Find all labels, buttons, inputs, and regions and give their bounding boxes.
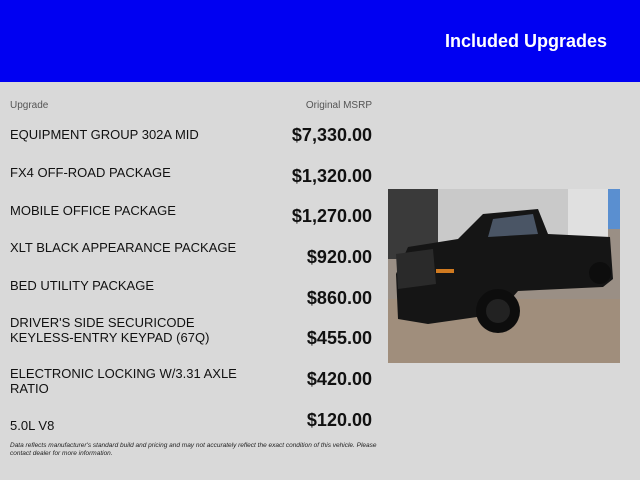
upgrade-price: $1,270.00	[291, 206, 372, 226]
upgrade-name: 5.0L V8	[10, 418, 55, 433]
upgrade-name: MOBILE OFFICE PACKAGE	[10, 203, 176, 218]
upgrade-column-header: Upgrade	[10, 100, 49, 111]
upgrade-name: XLT BLACK APPEARANCE PACKAGE	[10, 240, 237, 255]
vehicle-photo	[388, 189, 620, 363]
upgrade-name: ELECTRONIC LOCKING W/3.31 AXLE RATIO	[10, 366, 237, 396]
upgrade-name: FX4 OFF-ROAD PACKAGE	[10, 165, 171, 180]
upgrade-price: $1,320.00	[291, 166, 372, 186]
upgrade-price: $455.00	[306, 328, 372, 348]
header-banner: Included Upgrades	[0, 0, 640, 82]
upgrade-name: BED UTILITY PACKAGE	[10, 278, 155, 293]
upgrade-price: $120.00	[306, 410, 372, 430]
upgrade-price: $7,330.00	[291, 125, 372, 145]
disclaimer: Data reflects manufacturer's standard bu…	[10, 442, 377, 457]
msrp-column-header: Original MSRP	[305, 100, 372, 111]
upgrade-price: $860.00	[306, 288, 372, 308]
upgrade-price: $420.00	[306, 369, 372, 389]
upgrade-price: $920.00	[306, 247, 372, 267]
upgrade-name: EQUIPMENT GROUP 302A MID	[10, 127, 199, 142]
page-title: Included Upgrades	[444, 31, 607, 51]
upgrade-name: DRIVER'S SIDE SECURICODE KEYLESS-ENTRY K…	[10, 315, 210, 345]
